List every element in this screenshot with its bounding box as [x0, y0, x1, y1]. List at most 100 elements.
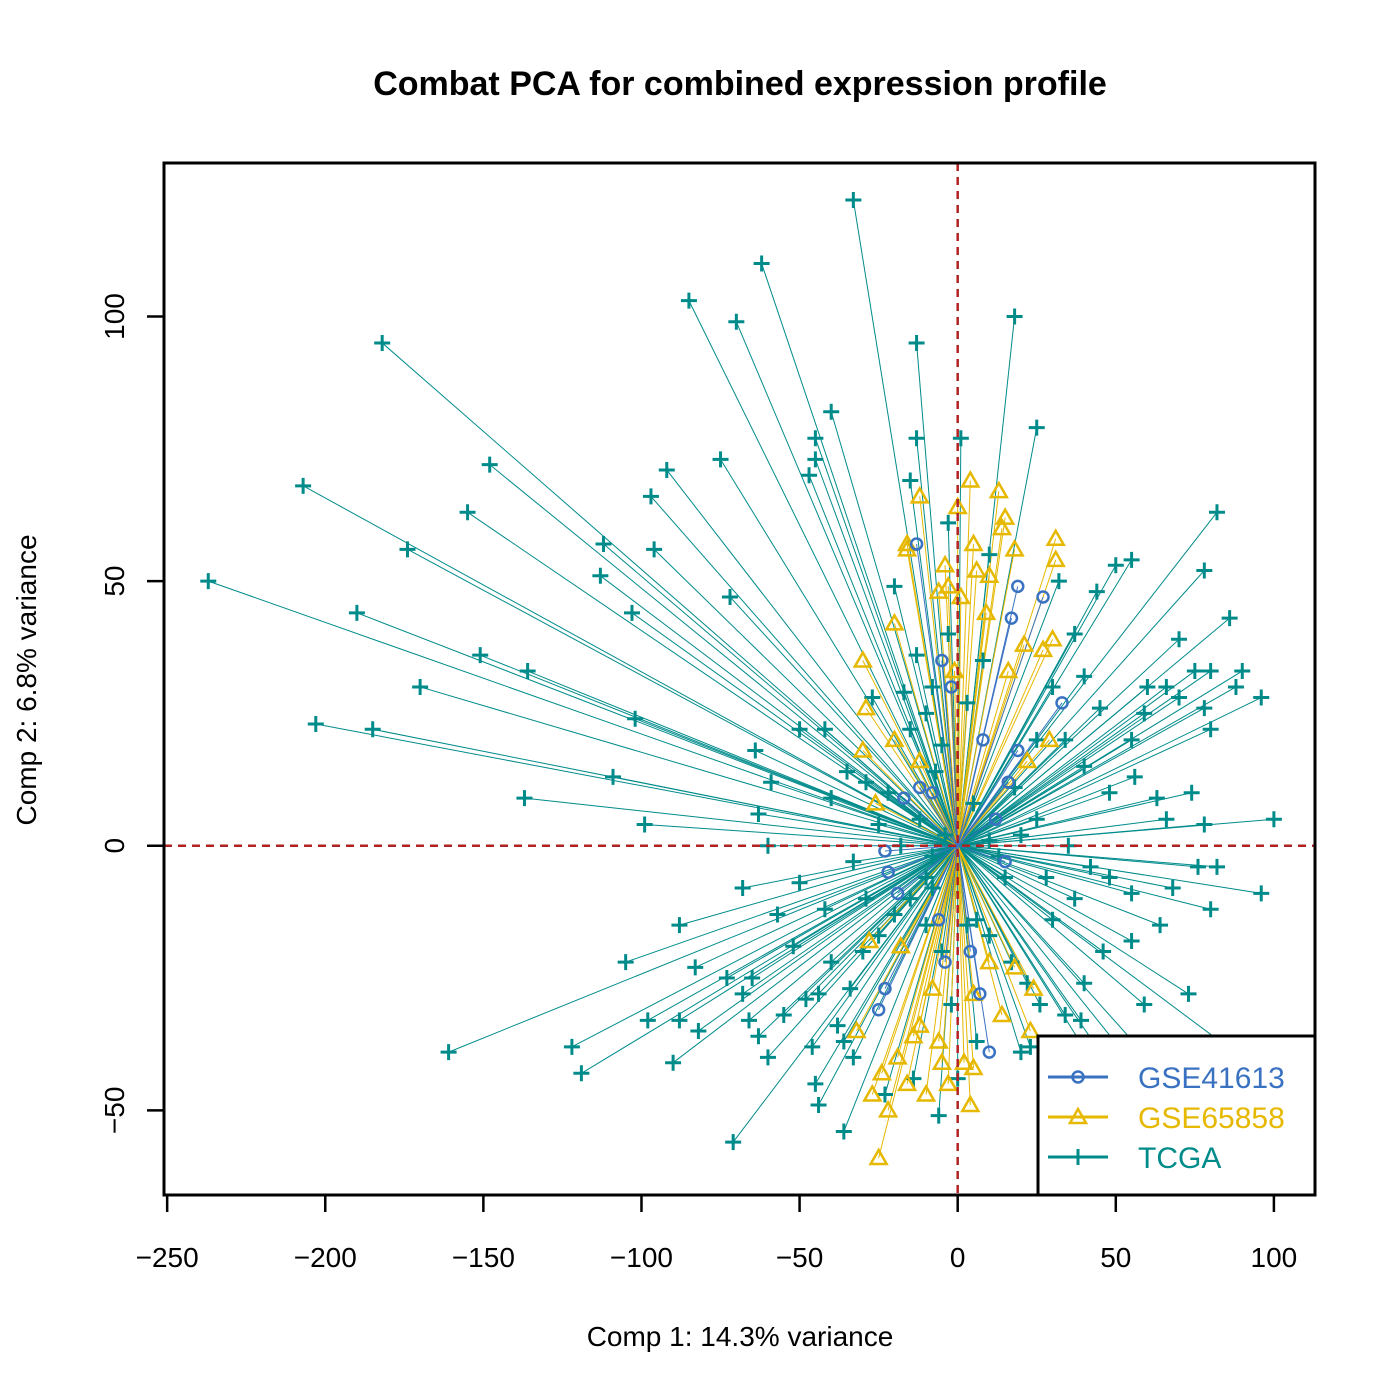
tcga-point — [1196, 700, 1213, 717]
tcga-vector — [957, 787, 1015, 847]
tcga-point — [725, 1134, 742, 1151]
y-tick-label: 50 — [99, 566, 130, 597]
tcga-vector — [957, 845, 1132, 1064]
gse41613-vector — [957, 818, 996, 847]
tcga-point — [845, 1049, 862, 1066]
gse65858-point — [963, 1057, 984, 1076]
tcga-point — [1171, 631, 1188, 648]
tcga-vector — [957, 845, 1006, 878]
gse41613-point — [881, 865, 895, 879]
gse65858-vector — [912, 845, 959, 1037]
tcga-point — [870, 816, 887, 833]
tcga-point — [829, 1017, 846, 1034]
gse65858-point — [998, 660, 1019, 679]
gse65858-point — [1004, 538, 1025, 557]
tcga-vector — [957, 845, 1066, 1016]
tcga-point — [807, 430, 824, 447]
gse41613-vector — [957, 781, 1009, 847]
gse65858-point — [994, 507, 1016, 525]
tcga-point — [718, 970, 735, 987]
gse41613-point — [963, 944, 978, 959]
tcga-point — [857, 890, 874, 907]
y-tick-label: 100 — [99, 293, 130, 340]
tcga-point — [1208, 858, 1225, 875]
tcga-vector — [792, 845, 958, 947]
tcga-point — [1183, 784, 1200, 801]
tcga-vector — [919, 818, 958, 847]
gse65858-point — [928, 1031, 949, 1049]
tcga-vector — [783, 845, 959, 1016]
gse65858-point — [852, 739, 873, 758]
gse41613-vector — [884, 845, 959, 989]
gse41613-point — [973, 987, 987, 1001]
tcga-point — [307, 715, 324, 732]
tcga-point — [712, 451, 729, 468]
tcga-vector — [957, 845, 1132, 942]
gse41613-vector — [957, 845, 990, 1053]
tcga-point — [734, 985, 751, 1002]
tcga-vector — [679, 845, 958, 1021]
tcga-point — [769, 906, 786, 923]
gse65858-vector — [957, 739, 1050, 847]
gse65858-point — [877, 1099, 899, 1118]
tcga-point — [1091, 700, 1108, 717]
tcga-point — [759, 1049, 776, 1066]
gse41613-vector — [897, 845, 958, 894]
tcga-point — [940, 514, 957, 531]
gse65858-vector — [957, 649, 1044, 846]
tcga-vector — [650, 496, 959, 847]
tcga-vector — [957, 686, 1148, 847]
tcga-vector — [957, 792, 1192, 847]
gse65858-point — [979, 951, 1000, 970]
tcga-point — [1164, 880, 1181, 897]
tcga-point — [1088, 583, 1105, 600]
gse65858-vector — [957, 845, 990, 963]
tcga-vector — [467, 511, 958, 847]
legend: GSE41613 GSE65858 TCGA — [1036, 1034, 1317, 1197]
gse65858-point — [909, 750, 930, 769]
tcga-vector — [735, 321, 959, 846]
tcga-point — [823, 790, 840, 807]
tcga-point — [1076, 758, 1093, 775]
tcga-vector — [925, 845, 959, 926]
gse41613-point — [988, 812, 1003, 826]
tcga-point — [1038, 869, 1055, 886]
y-axis-label: Comp 2: 6.8% variance — [11, 534, 42, 825]
tcga-point — [295, 477, 312, 494]
tcga-point — [690, 1022, 707, 1039]
gse41613-vector — [903, 797, 959, 847]
tcga-vector — [653, 548, 959, 847]
tcga-point — [1123, 885, 1140, 902]
tcga-point — [750, 805, 767, 822]
tcga-vector — [644, 824, 958, 847]
tcga-vector — [356, 612, 958, 847]
tcga-point — [918, 917, 935, 934]
gse65858-point — [1032, 639, 1054, 658]
tcga-vector — [751, 845, 958, 979]
gse65858-vector — [947, 845, 959, 1084]
tcga-point — [974, 652, 991, 669]
gse41613-point — [1011, 579, 1025, 594]
tcga-point — [933, 737, 950, 754]
tcga-point — [1202, 721, 1219, 738]
y-tick-label: 0 — [99, 838, 130, 854]
gse65858-point — [887, 1046, 908, 1065]
tcga-point — [981, 927, 998, 944]
tcga-point — [839, 763, 856, 780]
gse65858-point — [963, 533, 984, 552]
tcga-point — [937, 827, 954, 844]
tcga-vector — [679, 845, 958, 926]
tcga-vector — [957, 824, 1205, 847]
tcga-vector — [957, 845, 1091, 868]
tcga-point — [364, 721, 381, 738]
gse65858-vector — [906, 549, 959, 846]
tcga-point — [810, 985, 827, 1002]
legend-tcga-marker — [1070, 1149, 1086, 1165]
gse65858-point — [1039, 729, 1060, 748]
data-points — [200, 192, 1282, 1166]
tcga-point — [1123, 932, 1140, 949]
gse41613-vector — [916, 543, 959, 846]
gse41613-point — [897, 791, 911, 805]
tcga-point — [623, 604, 640, 621]
